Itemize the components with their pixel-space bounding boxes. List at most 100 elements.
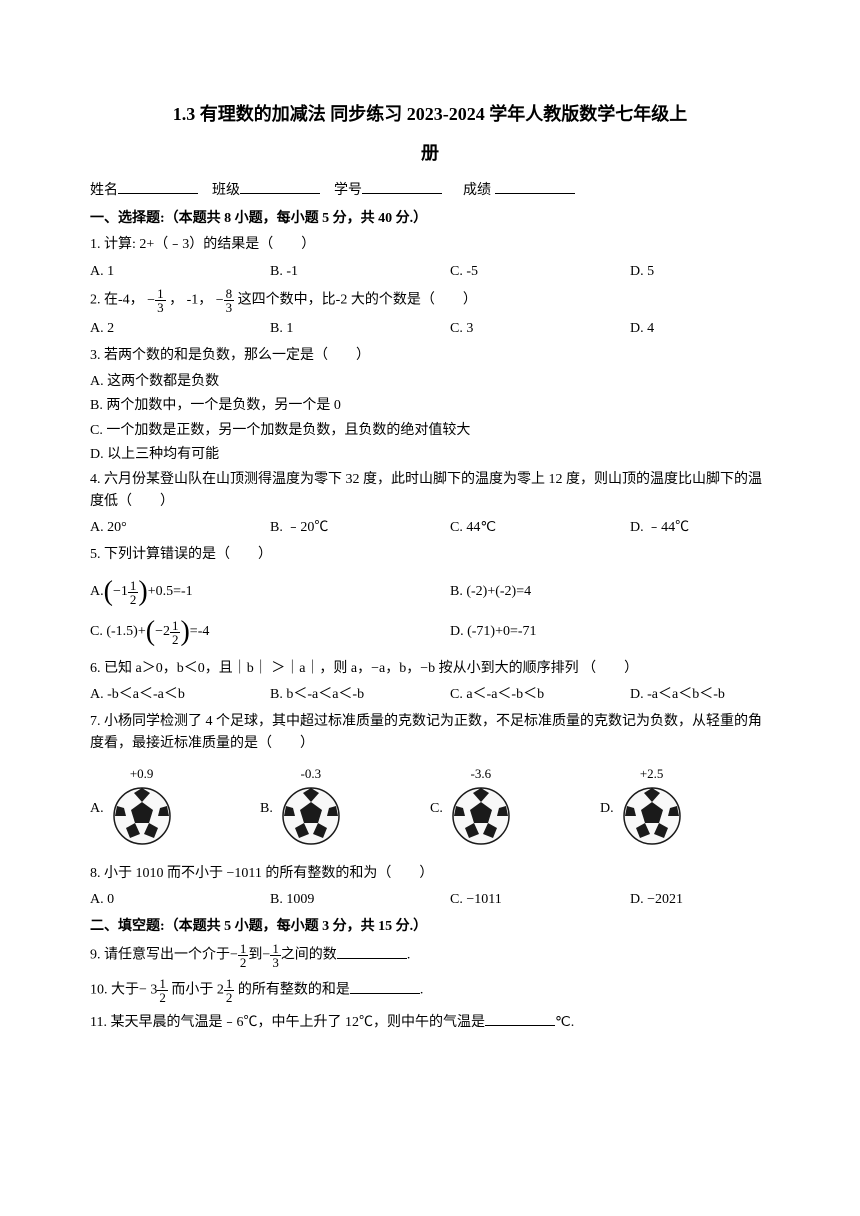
q8-neg1011: −1011: [227, 866, 262, 881]
q5-opt-c[interactable]: C. (-1.5)+ (−212) =-4: [90, 618, 450, 646]
q6-opt-c[interactable]: C. a＜-a＜-b＜b: [450, 684, 630, 706]
q10-end: .: [420, 983, 424, 998]
q6-opt-a[interactable]: A. -b＜a＜-a＜b: [90, 684, 270, 706]
q7-b-value: -0.3: [281, 764, 341, 785]
q2-prefix: 2. 在-4，: [90, 293, 144, 308]
q2-f2d: 3: [224, 301, 235, 314]
q5-a-suffix: +0.5=-1: [148, 581, 193, 603]
page-title: 1.3 有理数的加减法 同步练习 2023-2024 学年人教版数学七年级上: [90, 100, 770, 129]
q4-opt-a[interactable]: A. 20°: [90, 517, 270, 539]
q4-opt-d[interactable]: D. ﹣44℃: [630, 517, 770, 539]
q11-prefix: 11. 某天早晨的气温是﹣6℃，中午上升了 12℃，则中午的气温是: [90, 1015, 485, 1030]
q7-opt-d[interactable]: D. +2.5: [600, 764, 770, 855]
q7-c-label: C.: [430, 798, 443, 820]
q5-c-fd: 2: [170, 633, 181, 646]
q10-f2n: 1: [224, 977, 235, 991]
q4-opt-c[interactable]: C. 44℃: [450, 517, 630, 539]
soccer-icon: [281, 786, 341, 846]
q8-opt-b[interactable]: B. 1009: [270, 889, 450, 911]
q5-c-neg2: −2: [155, 621, 170, 643]
q10-f1d: 2: [157, 991, 168, 1004]
q3-opt-b[interactable]: B. 两个加数中，一个是负数，另一个是 0: [90, 395, 770, 417]
q5-opt-a[interactable]: A. (−112) +0.5=-1: [90, 578, 450, 606]
q11-end: ℃.: [555, 1015, 574, 1030]
q2-opt-d[interactable]: D. 4: [630, 318, 770, 340]
q6-opt-d[interactable]: D. -a＜a＜b＜-b: [630, 684, 770, 706]
q2-f2n: 8: [224, 287, 235, 301]
q1-text: 1. 计算: 2+（﹣3）的结果是（ ）: [90, 234, 770, 256]
q10: 10. 大于− 312 而小于 212 的所有整数的和是.: [90, 977, 770, 1004]
q8-prefix: 8. 小于 1010 而不小于: [90, 866, 227, 881]
q10-mid: 而小于: [168, 983, 217, 998]
q5-row2: C. (-1.5)+ (−212) =-4 D. (-71)+0=-71: [90, 618, 770, 646]
q11-blank[interactable]: [485, 1012, 555, 1026]
q2-opt-c[interactable]: C. 3: [450, 318, 630, 340]
q7-d-value: +2.5: [622, 764, 682, 785]
q4-opt-b[interactable]: B. ﹣20℃: [270, 517, 450, 539]
q1-opt-d[interactable]: D. 5: [630, 261, 770, 283]
section1-title: 一、选择题:（本题共 8 小题，每小题 5 分，共 40 分.）: [90, 208, 770, 230]
q3-opt-a[interactable]: A. 这两个数都是负数: [90, 371, 770, 393]
q7-opt-b[interactable]: B. -0.3: [260, 764, 430, 855]
q5-opt-b[interactable]: B. (-2)+(-2)=4: [450, 581, 770, 603]
q10-w2: 2: [217, 983, 224, 998]
id-blank[interactable]: [362, 180, 442, 194]
page-subtitle: 册: [90, 139, 770, 168]
q5-a-fd: 2: [128, 593, 139, 606]
q10-w1: 3: [150, 983, 157, 998]
soccer-icon: [622, 786, 682, 846]
q3-text: 3. 若两个数的和是负数，那么一定是（ ）: [90, 345, 770, 367]
q9-blank[interactable]: [337, 945, 407, 959]
q10-f1n: 1: [157, 977, 168, 991]
q3-opt-d[interactable]: D. 以上三种均有可能: [90, 444, 770, 466]
q10-blank[interactable]: [350, 980, 420, 994]
student-info-line: 姓名 班级 学号 成绩: [90, 180, 770, 202]
q1-options: A. 1 B. -1 C. -5 D. 5: [90, 261, 770, 283]
q8-options: A. 0 B. 1009 C. −1011 D. −2021: [90, 889, 770, 911]
q6-options: A. -b＜a＜-a＜b B. b＜-a＜a＜-b C. a＜-a＜-b＜b D…: [90, 684, 770, 706]
section2-title: 二、填空题:（本题共 5 小题，每小题 3 分，共 15 分.）: [90, 916, 770, 938]
q9-mid: 到−: [248, 948, 270, 963]
q1-opt-a[interactable]: A. 1: [90, 261, 270, 283]
q2-opt-b[interactable]: B. 1: [270, 318, 450, 340]
q7-a-value: +0.9: [112, 764, 172, 785]
q5-a-prefix: A.: [90, 581, 104, 603]
q5-a-fn: 1: [128, 579, 139, 593]
q3-opt-c[interactable]: C. 一个加数是正数，另一个加数是负数，且负数的绝对值较大: [90, 420, 770, 442]
q8-text: 8. 小于 1010 而不小于 −1011 的所有整数的和为（ ）: [90, 863, 770, 885]
q11: 11. 某天早晨的气温是﹣6℃，中午上升了 12℃，则中午的气温是 ℃.: [90, 1012, 770, 1034]
q9-prefix: 9. 请任意写出一个介于−: [90, 948, 238, 963]
q6-opt-b[interactable]: B. b＜-a＜a＜-b: [270, 684, 450, 706]
q7-b-label: B.: [260, 798, 273, 820]
q2-mid: ， -1，: [169, 293, 212, 308]
q9-f2n: 1: [270, 942, 281, 956]
soccer-icon: [451, 786, 511, 846]
q7-opt-a[interactable]: A. +0.9: [90, 764, 260, 855]
q7-text: 7. 小杨同学检测了 4 个足球，其中超过标准质量的克数记为正数，不足标准质量的…: [90, 711, 770, 756]
q7-options: A. +0.9 B. -0.3 C. -3.6 D. +2.5: [90, 764, 770, 855]
q7-a-label: A.: [90, 798, 104, 820]
soccer-icon: [112, 786, 172, 846]
q1-opt-c[interactable]: C. -5: [450, 261, 630, 283]
class-blank[interactable]: [240, 180, 320, 194]
name-label: 姓名: [90, 183, 118, 198]
q8-opt-c[interactable]: C. −1011: [450, 889, 630, 911]
name-blank[interactable]: [118, 180, 198, 194]
q7-d-label: D.: [600, 798, 614, 820]
score-label: 成绩: [463, 183, 491, 198]
q2-opt-a[interactable]: A. 2: [90, 318, 270, 340]
q2-suffix: 这四个数中，比-2 大的个数是（ ）: [238, 293, 477, 308]
id-label: 学号: [334, 183, 362, 198]
q10-f2d: 2: [224, 991, 235, 1004]
q8-opt-d[interactable]: D. −2021: [630, 889, 770, 911]
q1-opt-b[interactable]: B. -1: [270, 261, 450, 283]
class-label: 班级: [212, 183, 240, 198]
q9-suffix: 之间的数: [281, 948, 337, 963]
q2-options: A. 2 B. 1 C. 3 D. 4: [90, 318, 770, 340]
score-blank[interactable]: [495, 180, 575, 194]
q5-c-fn: 1: [170, 619, 181, 633]
q8-opt-a[interactable]: A. 0: [90, 889, 270, 911]
q9-end: .: [407, 948, 411, 963]
q7-opt-c[interactable]: C. -3.6: [430, 764, 600, 855]
q5-opt-d[interactable]: D. (-71)+0=-71: [450, 621, 770, 643]
